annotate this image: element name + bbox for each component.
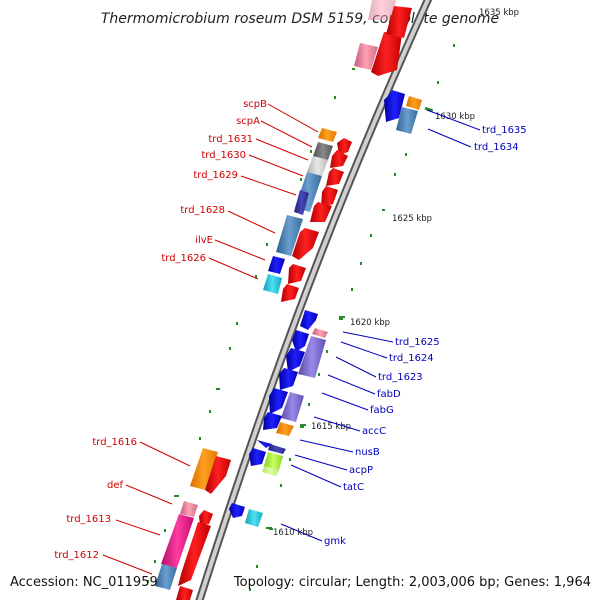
label-trd-1630: trd_1630 <box>201 150 246 161</box>
label-trd-1629: trd_1629 <box>193 170 238 181</box>
kbp-labels: 1635 kbp 1630 kbp 1625 kbp 1620 kbp 1615… <box>273 8 519 538</box>
gene-pink-top <box>354 43 378 70</box>
kbp-label-1610: 1610 kbp <box>273 528 313 538</box>
gene-group-fab <box>229 310 328 527</box>
gene-scpa <box>313 142 333 160</box>
gene-group-scp <box>263 128 337 294</box>
label-trd-1613: trd_1613 <box>66 514 111 525</box>
gene-trd-1628 <box>276 215 303 256</box>
gene-accc-b <box>276 422 294 436</box>
gene-acpp <box>249 448 266 466</box>
kbp-label-1615: 1615 kbp <box>311 422 351 432</box>
leader-lines-left <box>102 103 319 575</box>
label-trd-1625: trd_1625 <box>395 337 440 348</box>
gene-tatc-b <box>262 466 279 476</box>
gene-trd-1631 <box>307 156 328 176</box>
gene-gmk-rev <box>229 503 245 518</box>
gene-fwd-2 <box>330 150 348 168</box>
gene-fwd-3 <box>326 168 344 186</box>
label-trd-1624: trd_1624 <box>389 353 434 364</box>
label-trd-1631: trd_1631 <box>208 134 253 145</box>
gene-fwd-4 <box>321 186 338 208</box>
gene-ilve <box>268 256 285 274</box>
kbp-label-1630: 1630 kbp <box>435 112 475 122</box>
kbp-label-1620: 1620 kbp <box>350 318 390 328</box>
gene-trd-1612 <box>155 564 177 590</box>
gene-fwd-9 <box>205 456 231 494</box>
gene-red-top-1 <box>371 32 402 76</box>
genome-stats-text: Topology: circular; Length: 2,003,006 bp… <box>233 575 591 590</box>
gene-scpb <box>318 128 337 142</box>
gene-fwd-1 <box>337 138 352 155</box>
gene-rev-2 <box>292 330 309 352</box>
kbp-label-1635: 1635 kbp <box>479 8 519 18</box>
leader-lines-right <box>280 109 481 542</box>
gene-trd-1629-b <box>294 190 309 215</box>
label-def: def <box>107 480 124 491</box>
label-ilve: ilvE <box>195 235 213 246</box>
gc-content-ticks-inner <box>147 68 355 583</box>
kbp-ticks <box>266 106 434 529</box>
gene-fabd <box>279 368 298 390</box>
gene-group-scp-forward <box>281 138 352 302</box>
label-tatc: tatC <box>343 482 364 493</box>
gene-fwd-12 <box>176 586 193 600</box>
gene-fwd-7 <box>288 264 306 284</box>
label-trd-1626: trd_1626 <box>161 253 206 264</box>
gene-nusb-b <box>268 444 286 454</box>
gene-faded-top-1 <box>368 0 396 20</box>
gene-accc <box>263 412 282 430</box>
label-acpp: acpP <box>349 465 373 476</box>
gene-fabg <box>281 392 304 422</box>
gene-rev-1 <box>300 310 318 330</box>
map-title: Thermomicrobium roseum DSM 5159, complet… <box>101 11 499 27</box>
gene-labels-left: scpB scpA trd_1631 trd_1630 trd_1629 trd… <box>54 99 267 561</box>
label-trd-1628: trd_1628 <box>180 205 225 216</box>
gene-trd-1635 <box>384 90 405 122</box>
label-nusb: nusB <box>355 447 380 458</box>
gene-group-top <box>354 0 412 76</box>
gene-trd-1625 <box>312 328 328 338</box>
gene-fwd-10 <box>199 510 213 526</box>
gene-trd-1634 <box>396 107 418 134</box>
gene-fwd-8 <box>281 284 299 302</box>
gene-fwd-11 <box>178 522 211 586</box>
gene-trd-1635-part <box>406 96 422 110</box>
label-trd-1616: trd_1616 <box>92 437 137 448</box>
gene-trd-1616 <box>190 448 218 490</box>
gc-content-ticks-outer <box>249 44 455 591</box>
gene-gmk <box>245 509 263 527</box>
label-trd-1612: trd_1612 <box>54 550 99 561</box>
gene-trd-1626 <box>263 274 282 294</box>
label-accc: accC <box>362 426 386 437</box>
gene-tatc <box>264 452 283 470</box>
label-trd-1623: trd_1623 <box>378 372 423 383</box>
accession-text: Accession: NC_011959 <box>10 575 158 590</box>
gene-red-top-2 <box>386 6 412 38</box>
gene-trd-1613 <box>161 514 194 568</box>
label-fabg: fabG <box>370 405 394 416</box>
label-scpb: scpB <box>243 99 267 110</box>
gene-fwd-6 <box>292 228 319 260</box>
genome-backbone <box>195 0 433 600</box>
gene-labels-right: trd_1635 trd_1634 trd_1625 trd_1624 trd_… <box>324 125 527 547</box>
label-gmk: gmk <box>324 536 346 547</box>
label-trd-1635: trd_1635 <box>482 125 527 136</box>
label-trd-1634: trd_1634 <box>474 142 519 153</box>
gene-group-bottom <box>155 448 231 600</box>
gene-fwd-5 <box>310 202 332 222</box>
gene-nusb <box>257 440 272 448</box>
gene-group-1635 <box>384 90 422 134</box>
kbp-label-1625: 1625 kbp <box>392 214 432 224</box>
label-fabd: fabD <box>377 389 401 400</box>
gene-def <box>180 501 198 517</box>
gene-trd-1623 <box>286 348 305 372</box>
label-scpa: scpA <box>236 116 260 127</box>
gene-rev-3 <box>269 388 288 414</box>
gene-trd-1624 <box>298 336 326 378</box>
